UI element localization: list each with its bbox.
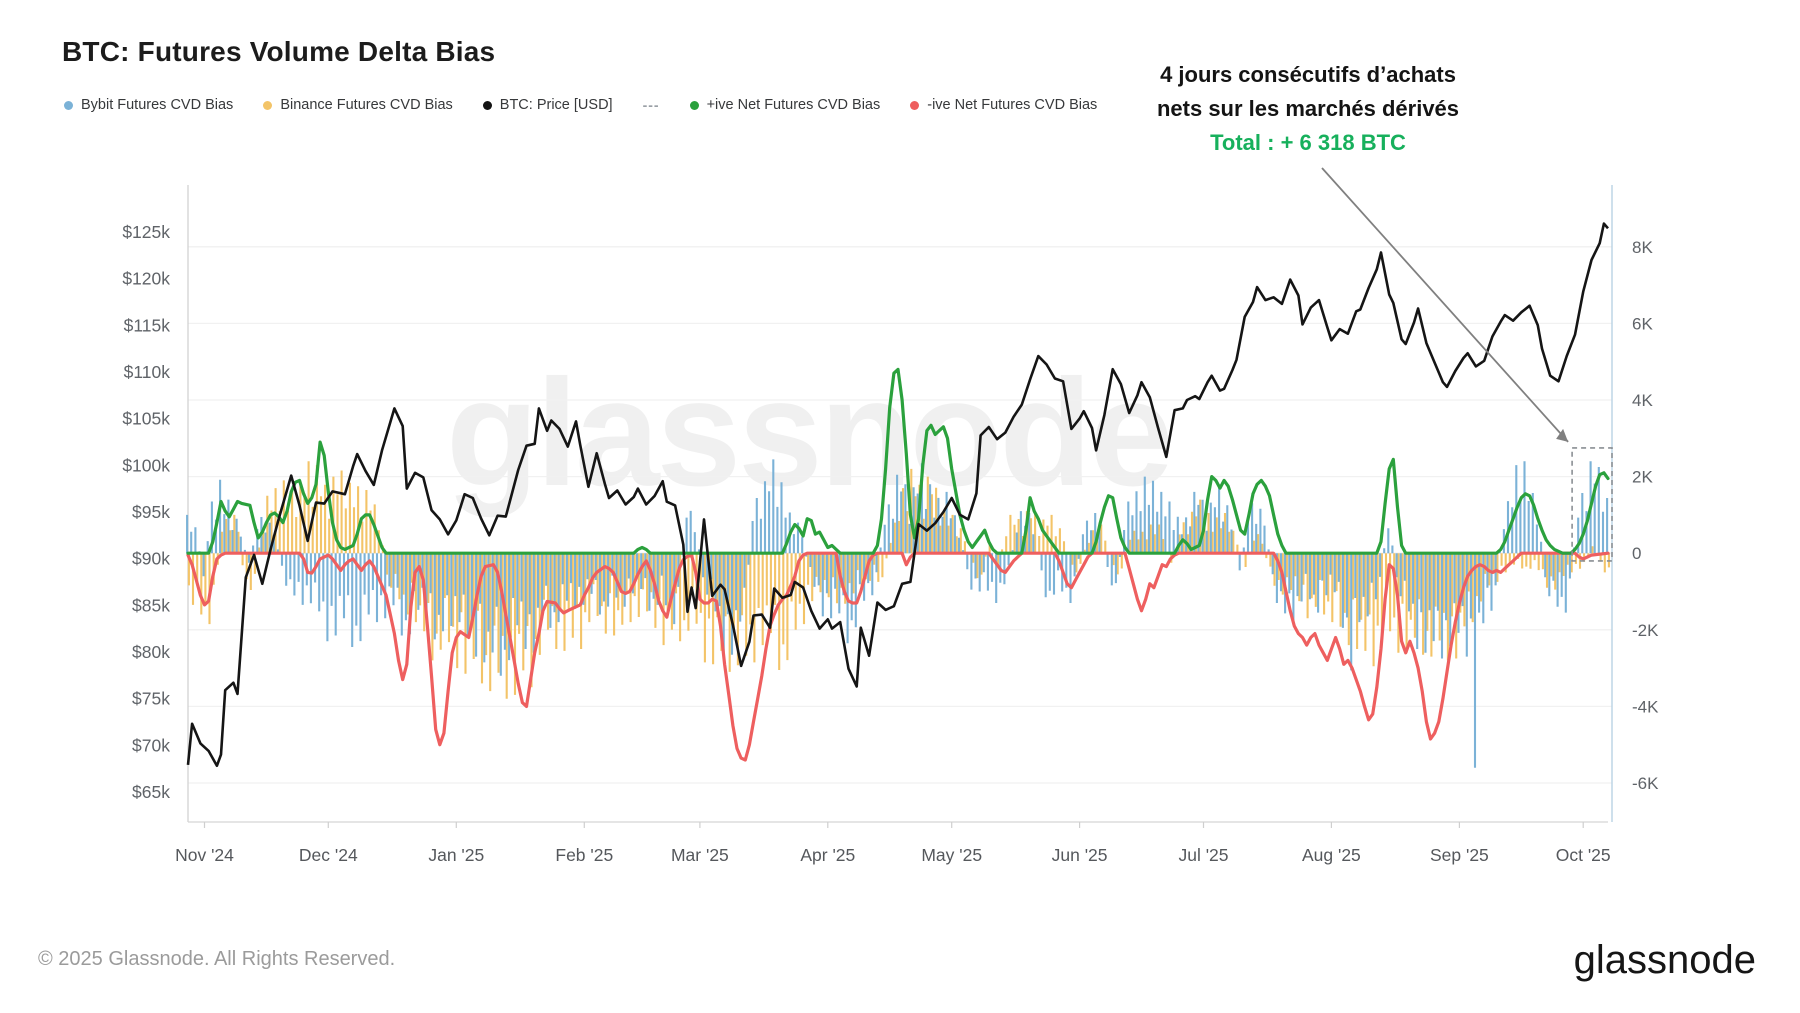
x-tick-label: Jan '25 xyxy=(428,845,484,865)
y-left-tick-label: $100k xyxy=(122,455,170,475)
highlight-box xyxy=(1571,447,1613,562)
x-tick-label: Jul '25 xyxy=(1178,845,1228,865)
x-tick-label: Jun '25 xyxy=(1052,845,1108,865)
glassnode-logo: glassnode xyxy=(1573,938,1756,982)
legend-item-5[interactable]: -ive Net Futures CVD Bias xyxy=(910,97,1097,113)
annotation-callout: 4 jours consécutifs d’achats nets sur le… xyxy=(1128,58,1488,160)
legend-item-1[interactable]: Binance Futures CVD Bias xyxy=(263,97,453,113)
annotation-line-1: 4 jours consécutifs d’achats xyxy=(1160,62,1456,87)
x-tick-label: Apr '25 xyxy=(800,845,855,865)
dashed-series-icon: --- xyxy=(642,97,660,113)
legend-dot-icon xyxy=(910,100,920,110)
legend-label: Binance Futures CVD Bias xyxy=(280,97,453,113)
legend-item-3[interactable]: --- xyxy=(643,97,660,113)
legend-item-2[interactable]: BTC: Price [USD] xyxy=(482,97,613,113)
y-right-tick-label: 0 xyxy=(1632,544,1641,563)
x-tick-label: Sep '25 xyxy=(1430,845,1489,865)
y-left-tick-label: $115k xyxy=(124,315,171,335)
copyright-text: © 2025 Glassnode. All Rights Reserved. xyxy=(38,948,396,970)
y-left-tick-label: $90k xyxy=(132,549,170,569)
x-tick-label: Dec '24 xyxy=(299,845,358,865)
legend-dot-icon xyxy=(64,100,73,110)
y-left-tick-label: $80k xyxy=(132,642,170,662)
y-left-tick-label: $65k xyxy=(132,782,170,802)
y-right-tick-label: 8K xyxy=(1632,238,1653,257)
legend-dot-icon xyxy=(689,100,699,110)
x-tick-label: Feb '25 xyxy=(555,845,613,865)
annotation-arrow xyxy=(1321,167,1569,443)
y-left-tick-label: $95k xyxy=(132,502,170,522)
y-right-tick-label: 6K xyxy=(1632,314,1653,333)
y-left-tick-label: $125k xyxy=(122,222,170,242)
y-left-tick-label: $105k xyxy=(122,409,170,429)
legend-label: BTC: Price [USD] xyxy=(499,97,613,113)
annotation-arrowhead-icon xyxy=(1556,428,1569,442)
y-left-tick-label: $75k xyxy=(132,689,170,709)
x-tick-label: Aug '25 xyxy=(1302,845,1361,865)
legend-label: -ive Net Futures CVD Bias xyxy=(927,97,1098,113)
annotation-total: Total : + 6 318 BTC xyxy=(1210,130,1406,156)
y-right-tick-label: -6K xyxy=(1632,774,1659,793)
y-left-tick-label: $70k xyxy=(132,735,170,755)
y-right-tick-label: 2K xyxy=(1632,468,1653,487)
y-right-tick-label: 4K xyxy=(1632,391,1653,410)
legend-item-0[interactable]: Bybit Futures CVD Bias xyxy=(64,97,233,113)
y-left-tick-label: $85k xyxy=(132,595,170,615)
y-left-tick-label: $110k xyxy=(124,362,171,382)
legend-item-4[interactable]: +ive Net Futures CVD Bias xyxy=(689,97,881,113)
y-right-tick-label: -4K xyxy=(1632,697,1659,716)
y-left-tick-label: $120k xyxy=(122,269,170,289)
legend-dot-icon xyxy=(482,100,492,110)
legend-label: +ive Net Futures CVD Bias xyxy=(706,97,881,113)
y-right-tick-label: -2K xyxy=(1632,621,1659,640)
negative-net-cvd-line xyxy=(186,551,1610,762)
x-tick-label: Nov '24 xyxy=(175,845,234,865)
x-tick-label: Oct '25 xyxy=(1556,845,1611,865)
legend-label: Bybit Futures CVD Bias xyxy=(81,97,234,113)
legend-dot-icon xyxy=(263,100,273,110)
btc-price-line xyxy=(186,222,1609,768)
x-tick-label: May '25 xyxy=(921,845,982,865)
annotation-line-2: nets sur les marchés dérivés xyxy=(1156,96,1460,122)
legend: Bybit Futures CVD Bias Binance Futures CV… xyxy=(64,97,1097,113)
x-tick-label: Mar '25 xyxy=(671,845,729,865)
positive-net-cvd-line xyxy=(186,367,1610,555)
bars-bybit-futures-cvd-bias xyxy=(186,459,1609,768)
page-title: BTC: Futures Volume Delta Bias xyxy=(62,36,496,67)
